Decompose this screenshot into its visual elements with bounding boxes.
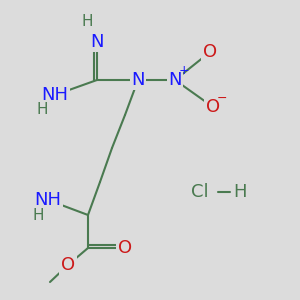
Text: O: O: [118, 239, 132, 257]
Text: O: O: [206, 98, 220, 116]
Text: N: N: [168, 71, 182, 89]
Text: N: N: [131, 71, 145, 89]
Text: Cl: Cl: [191, 183, 209, 201]
Text: N: N: [90, 33, 104, 51]
Text: +: +: [179, 64, 189, 77]
Text: NH: NH: [41, 86, 68, 104]
Text: H: H: [32, 208, 44, 223]
Text: H: H: [233, 183, 247, 201]
Text: H: H: [81, 14, 93, 29]
Text: H: H: [36, 103, 48, 118]
Text: −: −: [217, 92, 227, 104]
Text: NH: NH: [34, 191, 62, 209]
Text: O: O: [61, 256, 75, 274]
Text: O: O: [203, 43, 217, 61]
